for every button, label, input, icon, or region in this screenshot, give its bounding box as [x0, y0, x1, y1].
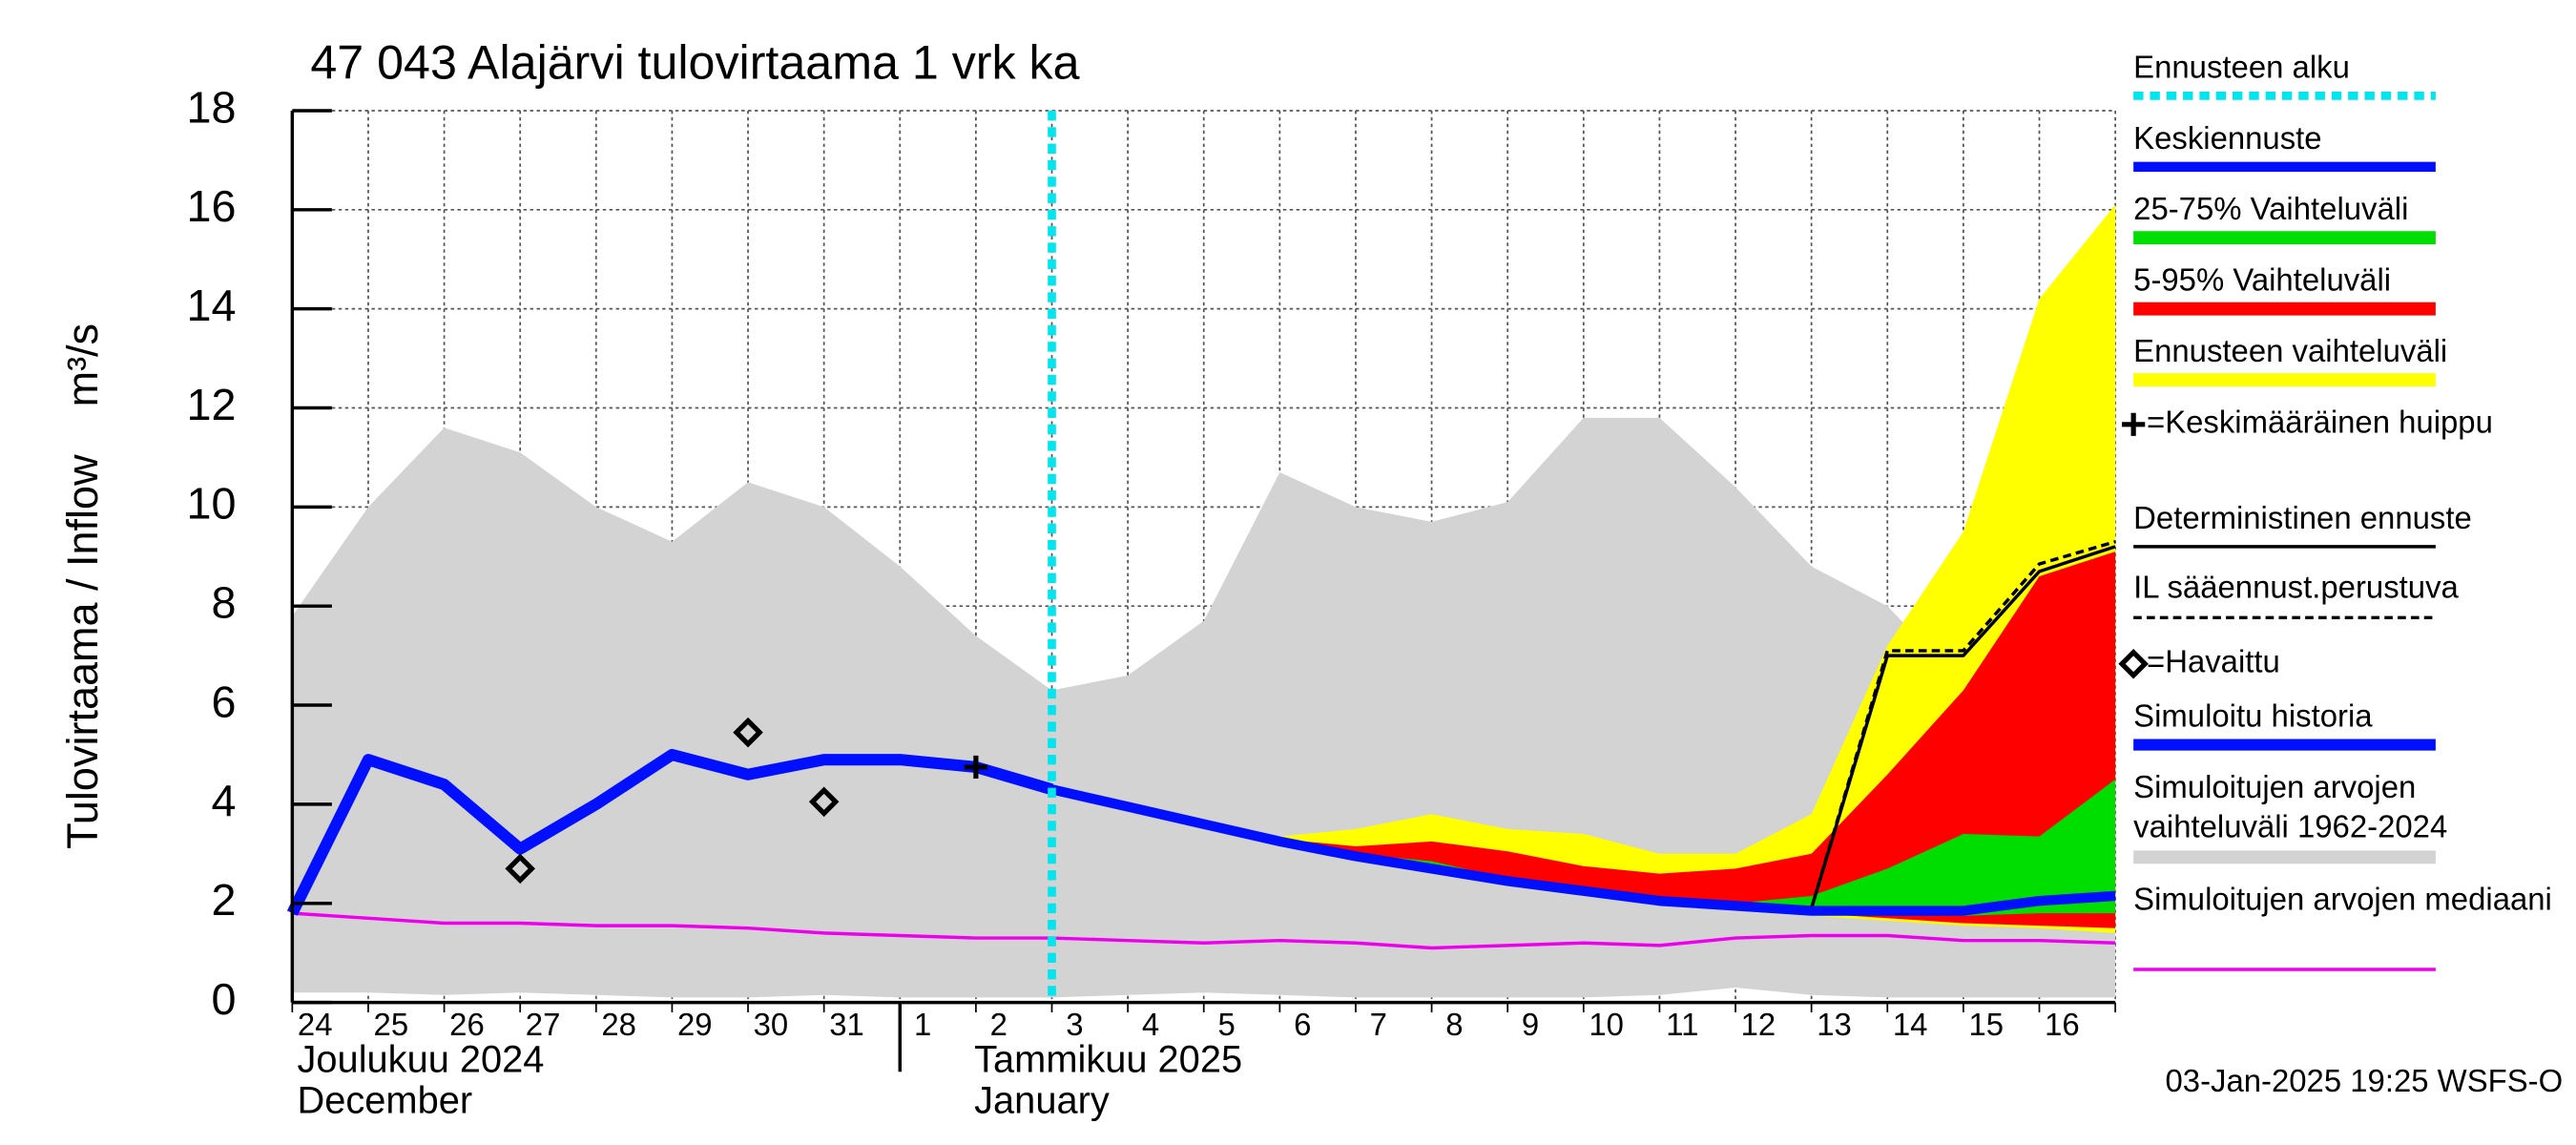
x-tick-label: 15 [1968, 1007, 2004, 1042]
legend-marker [2118, 648, 2149, 679]
y-tick-label: 18 [187, 82, 237, 132]
x-tick-label: 28 [601, 1007, 636, 1042]
legend-entry: Ennusteen vaihteluväli [2133, 335, 2448, 370]
x-tick-label: 1 [914, 1007, 931, 1042]
legend-entry: Ennusteen alku [2133, 51, 2350, 87]
legend-entry: Keskiennuste [2133, 122, 2322, 157]
y-tick-label: 14 [187, 281, 237, 330]
x-tick-label: 30 [754, 1007, 789, 1042]
x-tick-label: 25 [374, 1007, 409, 1042]
observed-marker [808, 786, 840, 818]
legend-label: Keskiennuste [2133, 122, 2322, 157]
legend-entry: =Keskimääräinen huippu [2147, 406, 2493, 442]
chart-title: 47 043 Alajärvi tulovirtaama 1 vrk ka [310, 35, 1079, 89]
legend-entry: Simuloitujen arvojen mediaani [2133, 883, 2552, 919]
legend-label: Simuloitujen arvojen vaihteluväli 1962-2… [2133, 771, 2448, 846]
legend-entry: Simuloitujen arvojen vaihteluväli 1962-2… [2133, 771, 2448, 846]
range-band [1051, 552, 2116, 928]
y-axis-label: Tulovirtaama / Inflow m³/s [58, 323, 107, 849]
x-tick-label: 2 [990, 1007, 1008, 1042]
observed-marker [505, 853, 535, 885]
month-label: Joulukuu 2024 [298, 1038, 545, 1080]
y-tick-label: 6 [212, 677, 237, 726]
peak-marker [964, 755, 987, 780]
x-tick-label: 14 [1893, 1007, 1928, 1042]
x-tick-label: 12 [1741, 1007, 1776, 1042]
observed-marker [733, 717, 763, 748]
legend-label: =Havaittu [2147, 645, 2280, 681]
legend-entry: IL sääennust.perustuva [2133, 571, 2459, 607]
series-line [286, 748, 1054, 916]
legend-label: Ennusteen alku [2133, 51, 2350, 87]
x-tick-label: 6 [1294, 1007, 1311, 1042]
legend-label: IL sääennust.perustuva [2133, 571, 2459, 607]
range-band [292, 417, 2116, 998]
legend-label: Deterministinen ennuste [2133, 502, 2472, 537]
x-tick-label: 11 [1666, 1007, 1698, 1042]
legend-entry: Simuloitu historia [2133, 699, 2373, 736]
series-line [292, 911, 2116, 950]
legend-label: Simuloitujen arvojen mediaani [2133, 883, 2552, 919]
legend-label: Simuloitu historia [2133, 699, 2373, 736]
x-tick-label: 26 [449, 1007, 485, 1042]
x-tick-label: 9 [1522, 1007, 1539, 1042]
x-tick-label: 10 [1589, 1007, 1624, 1042]
x-tick-label: 8 [1445, 1007, 1463, 1042]
x-tick-label: 7 [1370, 1007, 1387, 1042]
y-tick-label: 10 [187, 479, 237, 529]
x-tick-label: 16 [2045, 1007, 2080, 1042]
legend-label: Ennusteen vaihteluväli [2133, 335, 2448, 370]
month-label-en: January [974, 1080, 1110, 1122]
x-tick-label: 13 [1817, 1007, 1852, 1042]
x-tick-label: 3 [1066, 1007, 1083, 1042]
month-label: Tammikuu 2025 [974, 1038, 1242, 1080]
legend-label: 5-95% Vaihteluväli [2133, 263, 2392, 300]
legend-label: =Keskimääräinen huippu [2147, 406, 2493, 442]
footer: 03-Jan-2025 19:25 WSFS-O [2166, 1063, 2564, 1098]
x-tick-label: 5 [1217, 1007, 1235, 1042]
legend-entry: Deterministinen ennuste [2133, 502, 2472, 537]
x-tick-label: 27 [526, 1007, 561, 1042]
y-tick-label: 8 [212, 578, 237, 628]
y-tick-label: 0 [212, 974, 237, 1024]
x-tick-label: 29 [677, 1007, 713, 1042]
y-tick-label: 4 [212, 776, 237, 825]
legend-entry: 25-75% Vaihteluväli [2133, 193, 2409, 228]
legend-entry: =Havaittu [2147, 645, 2280, 681]
range-band [1051, 204, 2116, 933]
x-tick-label: 4 [1142, 1007, 1159, 1042]
y-tick-label: 16 [187, 181, 237, 231]
x-tick-label: 31 [829, 1007, 864, 1042]
x-tick-label: 24 [298, 1007, 333, 1042]
month-label-en: December [298, 1080, 473, 1122]
legend-label: 25-75% Vaihteluväli [2133, 193, 2409, 228]
y-tick-label: 2 [212, 875, 237, 925]
legend-marker [2122, 412, 2146, 436]
legend-entry: 5-95% Vaihteluväli [2133, 263, 2392, 300]
series-line [1050, 784, 2116, 916]
y-tick-label: 12 [187, 380, 237, 429]
